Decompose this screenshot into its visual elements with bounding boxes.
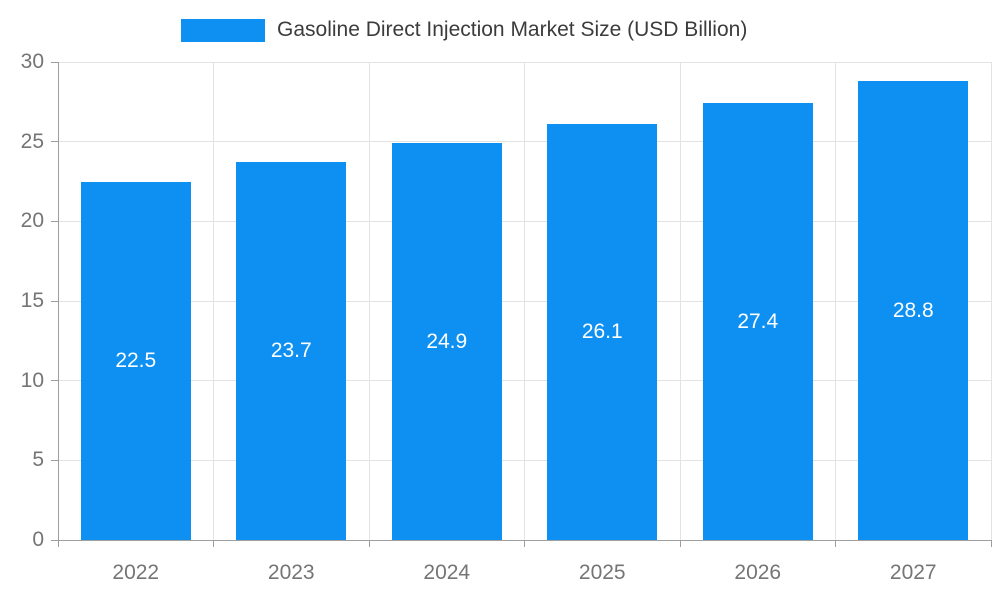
- y-axis-label: 5: [32, 448, 44, 472]
- bar-value-label: 28.8: [892, 298, 934, 322]
- x-axis-label: 2023: [267, 561, 315, 584]
- bar-value-label: 22.5: [115, 348, 157, 372]
- y-axis-label: 25: [20, 129, 44, 153]
- x-axis-tick: [57, 540, 59, 547]
- y-axis-line: [58, 62, 59, 540]
- bar: 24.9: [391, 143, 502, 540]
- x-axis-label: 2022: [112, 561, 160, 584]
- x-axis-tick: [679, 540, 681, 547]
- chart-title: Gasoline Direct Injection Market Size (U…: [277, 18, 748, 41]
- x-axis-tick: [835, 540, 836, 547]
- bar-value-label: 23.7: [270, 339, 312, 363]
- chart-legend: Gasoline Direct Injection Market Size (U…: [181, 18, 747, 42]
- x-axis-label: 2024: [423, 561, 471, 584]
- y-axis-tick: [51, 220, 58, 222]
- bar: 27.4: [702, 103, 813, 540]
- gridline-vertical: [990, 62, 992, 540]
- gridline-vertical: [835, 62, 836, 540]
- gridline-vertical: [524, 62, 525, 540]
- y-axis-tick: [51, 380, 58, 382]
- y-axis-tick: [51, 61, 58, 63]
- x-axis-label: 2025: [578, 561, 626, 584]
- y-axis-label: 10: [20, 368, 44, 392]
- bar: 28.8: [858, 81, 969, 540]
- x-axis-line: [58, 540, 991, 541]
- y-axis-label: 30: [20, 50, 44, 73]
- x-axis-label: 2026: [734, 561, 782, 584]
- x-axis-tick: [368, 540, 370, 547]
- y-axis-tick: [51, 141, 58, 143]
- gridline-vertical: [213, 62, 214, 540]
- y-axis-label: 20: [20, 209, 44, 233]
- bar: 23.7: [236, 162, 347, 540]
- bar-value-label: 24.9: [426, 329, 468, 353]
- x-axis-tick: [524, 540, 525, 547]
- x-axis-tick: [990, 540, 992, 547]
- x-axis-label: 2027: [889, 561, 937, 584]
- y-axis-tick: [51, 459, 58, 461]
- gridline-vertical: [679, 62, 681, 540]
- y-axis-tick: [51, 300, 58, 302]
- bar-value-label: 27.4: [737, 309, 779, 333]
- legend-swatch: [181, 18, 265, 42]
- bar: 26.1: [547, 124, 658, 540]
- y-axis-tick: [51, 539, 58, 541]
- x-axis-tick: [213, 540, 214, 547]
- bar: 22.5: [80, 181, 191, 540]
- gridline-vertical: [368, 62, 370, 540]
- bar-value-label: 26.1: [581, 320, 623, 344]
- y-axis-label: 15: [20, 289, 44, 312]
- y-axis-label: 0: [32, 528, 44, 551]
